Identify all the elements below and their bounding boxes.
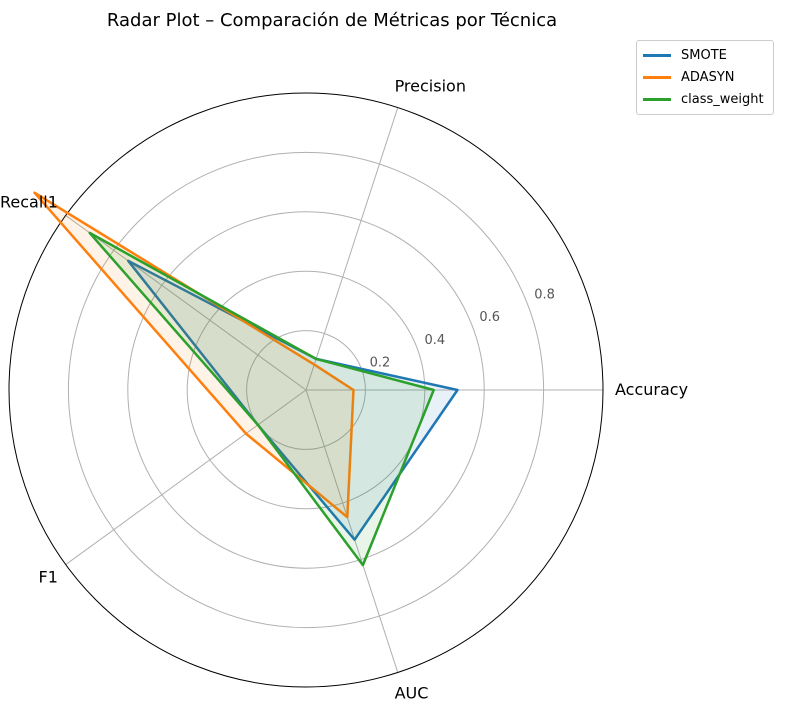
legend-label-adasyn: ADASYN bbox=[681, 69, 735, 85]
axis-spoke bbox=[305, 389, 399, 673]
radar-grid bbox=[8, 92, 604, 688]
legend-swatch-adasyn bbox=[643, 75, 671, 79]
axis-label-precision: Precision bbox=[395, 77, 466, 96]
legend-item-adasyn: ADASYN bbox=[637, 66, 773, 88]
axis-spoke bbox=[65, 389, 307, 565]
outer-frame bbox=[8, 92, 604, 688]
legend-item-smote: SMOTE bbox=[637, 44, 773, 66]
legend-item-class-weight: class_weight bbox=[637, 88, 773, 110]
r-tick-label: 0.6 bbox=[479, 310, 500, 325]
legend-swatch-class-weight bbox=[643, 97, 671, 101]
series-line-adasyn bbox=[33, 191, 355, 519]
series-line-class-weight bbox=[88, 231, 435, 567]
series-fill-adasyn bbox=[34, 192, 354, 518]
axis-spoke bbox=[65, 215, 307, 391]
legend: SMOTE ADASYN class_weight bbox=[636, 40, 774, 115]
axis-label-recall1: Recall1 bbox=[0, 192, 58, 211]
legend-label-class-weight: class_weight bbox=[681, 91, 764, 107]
legend-label-smote: SMOTE bbox=[681, 47, 727, 63]
axis-label-accuracy: Accuracy bbox=[615, 380, 688, 399]
axis-label-auc: AUC bbox=[395, 683, 429, 702]
axis-spoke bbox=[305, 107, 399, 391]
chart-title: Radar Plot – Comparación de Métricas por… bbox=[107, 10, 557, 31]
axis-label-f1: F1 bbox=[39, 568, 58, 587]
legend-swatch-smote bbox=[643, 53, 671, 57]
r-tick-label: 0.8 bbox=[534, 287, 555, 302]
r-tick-label: 0.2 bbox=[370, 356, 391, 371]
series-layer bbox=[33, 191, 459, 567]
axis-labels: 0.2 0.4 0.6 0.8 Accuracy Precision Recall1 F1 AU… bbox=[0, 77, 688, 703]
series-fill-smote bbox=[128, 260, 458, 540]
series-fill-class-weight bbox=[89, 232, 434, 566]
r-tick-label: 0.4 bbox=[424, 333, 445, 348]
